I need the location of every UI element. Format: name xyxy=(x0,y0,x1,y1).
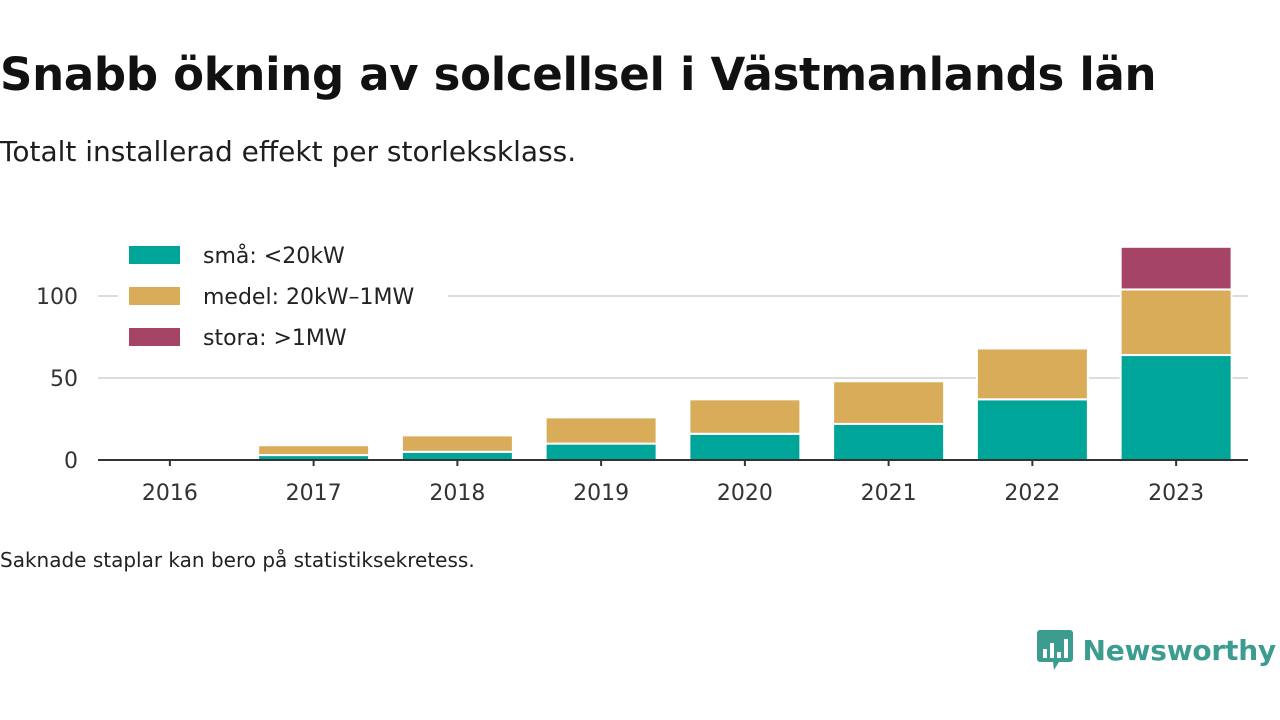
bar-segment xyxy=(1119,245,1233,291)
bar-segment xyxy=(1119,288,1233,357)
bar-segment xyxy=(832,422,946,462)
bar-segment xyxy=(544,442,658,462)
x-tick-label: 2023 xyxy=(1148,481,1204,506)
legend: små: <20kW medel: 20kW–1MW stora: >1MW xyxy=(118,235,448,357)
y-tick-label: 50 xyxy=(50,367,78,392)
y-tick-label: 0 xyxy=(64,449,78,474)
x-tick-label: 2017 xyxy=(286,481,342,506)
x-tick-label: 2021 xyxy=(861,481,917,506)
footnote: Saknade staplar kan bero på statistiksek… xyxy=(0,548,475,572)
legend-swatch xyxy=(129,328,180,346)
legend-label: små: <20kW xyxy=(203,243,345,269)
bars xyxy=(257,245,1233,462)
x-tick-label: 2016 xyxy=(142,481,198,506)
chart-title: Snabb ökning av solcellsel i Västmanland… xyxy=(0,48,1157,101)
x-tick-label: 2019 xyxy=(573,481,629,506)
y-tick-label: 100 xyxy=(36,285,78,310)
bar-segment xyxy=(688,398,802,435)
bar-segment xyxy=(832,380,946,425)
bar-segment xyxy=(1119,354,1233,462)
legend-label: stora: >1MW xyxy=(203,326,347,351)
bar-segment xyxy=(975,347,1089,401)
brand-logo: Newsworthy xyxy=(1036,628,1277,672)
bar-segment xyxy=(688,432,802,462)
x-tick-label: 2022 xyxy=(1004,481,1060,506)
legend-label: medel: 20kW–1MW xyxy=(203,285,414,310)
brand-name: Newsworthy xyxy=(1082,633,1277,667)
axes: 0 50 100 2016 2017 2018 2019 2020 2021 2022 2023 xyxy=(36,285,1248,506)
bar-segment xyxy=(400,450,514,461)
bar-segment xyxy=(257,444,371,457)
stacked-bar-chart: små: <20kW medel: 20kW–1MW stora: >1MW 0 50… xyxy=(36,235,1248,506)
x-tick-label: 2018 xyxy=(429,481,485,506)
bar-segment xyxy=(400,434,514,453)
bar-chart-speech-bubble-icon xyxy=(1036,630,1073,670)
x-tick-label: 2020 xyxy=(717,481,773,506)
legend-swatch xyxy=(129,287,180,305)
bar-segment xyxy=(544,416,658,445)
chart-subtitle: Totalt installerad effekt per storlekskl… xyxy=(0,135,577,168)
bar-segment xyxy=(975,398,1089,462)
legend-swatch xyxy=(129,246,180,264)
